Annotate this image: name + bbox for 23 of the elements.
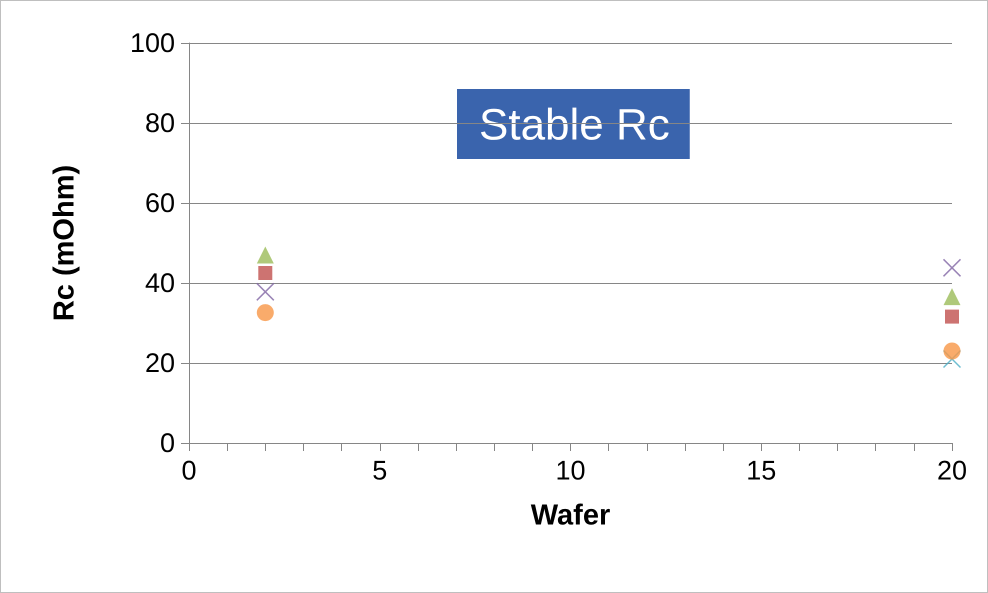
y-tick-label: 20 (144, 348, 175, 378)
point (945, 310, 959, 324)
x-tick-label: 20 (936, 456, 968, 486)
annotation: Stable Rc (479, 100, 670, 150)
point (942, 350, 962, 368)
point (256, 304, 274, 322)
y-tick-label: 0 (160, 428, 175, 458)
point (942, 258, 962, 278)
y-tick-label: 60 (144, 188, 175, 218)
y-tick-label: 40 (144, 268, 175, 298)
x-tick-label: 10 (555, 456, 586, 486)
point (256, 282, 275, 302)
point (256, 246, 274, 264)
point (258, 266, 272, 280)
x-axis-title: Wafer (530, 500, 610, 532)
y-tick-label: 80 (144, 108, 175, 138)
y-axis-title: Rc (mOhm) (48, 164, 80, 322)
x-tick-label: 0 (181, 456, 197, 486)
y-tick-label: 100 (130, 28, 175, 58)
x-tick-label: 15 (746, 456, 776, 486)
x-tick-label: 5 (372, 456, 388, 486)
point (944, 288, 960, 306)
point (944, 342, 960, 360)
